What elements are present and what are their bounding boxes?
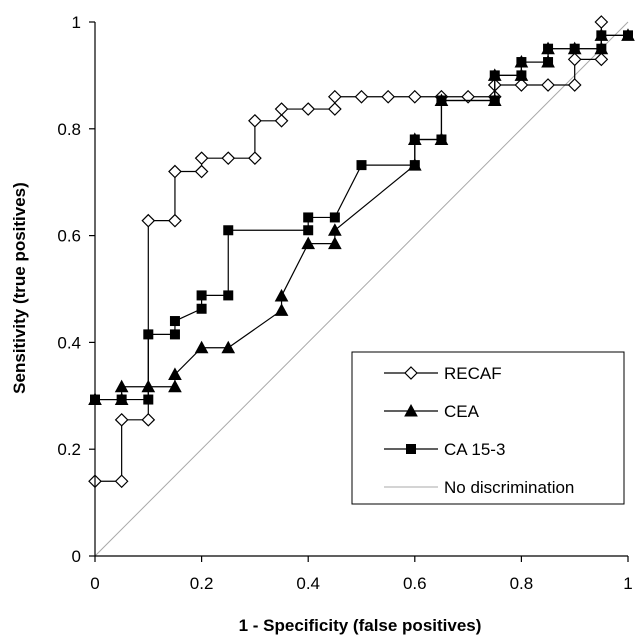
- legend-label: CEA: [444, 402, 480, 421]
- y-tick-label: 0.6: [57, 227, 81, 246]
- legend-label: CA 15-3: [444, 440, 505, 459]
- data-point-recaf: [168, 164, 182, 179]
- series-line-ca-15-3: [95, 34, 628, 401]
- data-point-ca-15-3: [116, 394, 127, 405]
- data-point-cea: [114, 379, 129, 393]
- series-ca-15-3: [90, 30, 633, 405]
- data-point-ca-15-3: [489, 70, 500, 81]
- data-point-recaf: [594, 52, 609, 67]
- data-point-recaf: [194, 151, 209, 166]
- data-point-recaf: [168, 213, 182, 228]
- x-tick-label: 0.4: [296, 574, 320, 593]
- data-point-ca-15-3: [436, 134, 447, 145]
- data-point-recaf: [541, 78, 555, 92]
- data-point-cea: [168, 379, 182, 393]
- legend-item-recaf: RECAF: [384, 364, 502, 383]
- data-point-recaf: [381, 89, 395, 104]
- x-tick-label: 0.8: [510, 574, 534, 593]
- data-point-cea: [274, 303, 289, 316]
- data-point-ca-15-3: [516, 70, 527, 81]
- y-tick-label: 0.2: [57, 440, 81, 459]
- data-point-ca-15-3: [596, 30, 607, 41]
- data-point-recaf: [567, 52, 582, 67]
- data-point-ca-15-3: [329, 212, 340, 223]
- y-tick-label: 0: [72, 547, 81, 566]
- data-point-recaf: [328, 89, 342, 104]
- data-point-recaf: [194, 164, 209, 179]
- legend-marker: [404, 403, 418, 417]
- data-point-ca-15-3: [169, 316, 180, 327]
- data-point-recaf: [248, 113, 262, 128]
- series-no-discrimination: [94, 21, 629, 557]
- data-point-cea: [301, 236, 316, 250]
- data-point-ca-15-3: [143, 329, 154, 340]
- legend-label: RECAF: [444, 364, 502, 383]
- data-point-ca-15-3: [223, 225, 234, 236]
- legend-item-no-discrimination: No discrimination: [384, 478, 574, 497]
- data-point-cea: [328, 223, 342, 236]
- data-point-ca-15-3: [409, 134, 420, 145]
- x-tick-label: 0.2: [190, 574, 214, 593]
- data-point-recaf: [141, 213, 156, 228]
- data-point-recaf: [274, 113, 289, 128]
- data-point-ca-15-3: [543, 57, 554, 68]
- data-point-recaf: [221, 151, 236, 166]
- y-tick-label: 0.8: [57, 120, 81, 139]
- data-point-recaf: [114, 412, 129, 427]
- legend: RECAF CEA CA 15-3 No discrimination: [351, 351, 625, 505]
- series-line-no-discrimination: [94, 21, 629, 557]
- data-point-recaf: [354, 89, 369, 104]
- data-point-ca-15-3: [569, 43, 580, 54]
- legend-box: [351, 351, 625, 505]
- data-point-ca-15-3: [196, 303, 207, 314]
- data-point-recaf: [461, 89, 475, 104]
- legend-marker: [406, 444, 416, 454]
- data-point-ca-15-3: [623, 30, 633, 41]
- data-point-ca-15-3: [303, 212, 314, 223]
- data-point-recaf: [328, 102, 342, 116]
- x-tick-label: 0.6: [403, 574, 427, 593]
- data-point-recaf: [567, 78, 582, 92]
- legend-marker: [404, 366, 418, 380]
- y-tick-label: 1: [72, 13, 81, 32]
- data-point-ca-15-3: [516, 57, 527, 68]
- x-tick-label: 0: [90, 574, 99, 593]
- x-axis-label: 1 - Specificity (false positives): [239, 616, 482, 635]
- data-point-recaf: [407, 89, 422, 104]
- data-point-cea: [274, 288, 289, 302]
- legend-label: No discrimination: [444, 478, 574, 497]
- data-point-ca-15-3: [169, 329, 180, 340]
- data-point-cea: [194, 340, 209, 354]
- data-point-recaf: [514, 78, 529, 92]
- data-point-ca-15-3: [196, 290, 207, 301]
- legend-item-cea: CEA: [384, 402, 480, 421]
- data-point-ca-15-3: [356, 160, 367, 171]
- data-point-ca-15-3: [489, 95, 500, 106]
- data-point-recaf: [301, 102, 316, 116]
- data-point-ca-15-3: [436, 95, 447, 106]
- y-axis-label: Sensitivity (true positives): [10, 182, 29, 394]
- y-tick-label: 0.4: [57, 333, 81, 352]
- data-point-recaf: [114, 474, 129, 489]
- axes: 0 0.2 0.4 0.6 0.8 1 0 0.2 0.4 0.6 0.8 1: [57, 13, 632, 593]
- data-point-recaf: [274, 102, 289, 116]
- data-point-recaf: [248, 151, 262, 166]
- legend-item-ca-15-3: CA 15-3: [384, 440, 505, 459]
- x-tick-label: 1: [623, 574, 632, 593]
- data-point-recaf: [141, 412, 156, 427]
- data-point-ca-15-3: [596, 43, 607, 54]
- plot-area: [88, 15, 635, 557]
- data-point-cea: [221, 340, 236, 354]
- data-point-recaf: [594, 15, 609, 29]
- data-point-ca-15-3: [543, 43, 554, 54]
- data-point-cea: [328, 236, 342, 250]
- data-point-ca-15-3: [223, 290, 234, 301]
- data-point-cea: [168, 367, 182, 380]
- data-point-ca-15-3: [409, 160, 420, 171]
- data-point-ca-15-3: [143, 394, 154, 405]
- series-recaf: [88, 15, 609, 489]
- data-point-ca-15-3: [303, 225, 314, 236]
